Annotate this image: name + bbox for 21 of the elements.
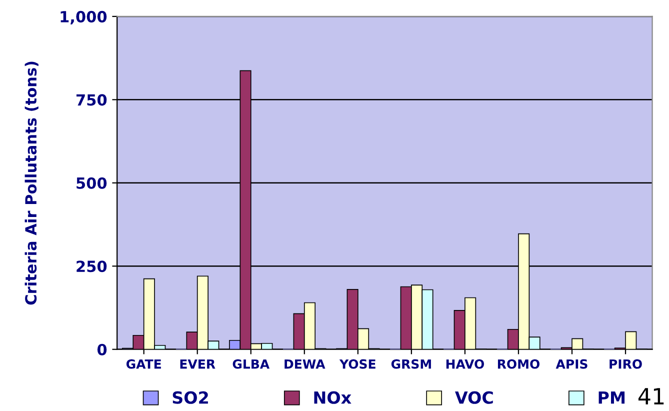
text: 41 — [638, 388, 664, 404]
y-tick-label: 1,000 — [60, 10, 107, 24]
x-tick-label: GATE — [126, 359, 161, 369]
x-tick-label: HAVO — [446, 359, 484, 369]
legend-label: PM — [598, 392, 625, 404]
x-tick-label: GLBA — [232, 359, 270, 369]
x-tick-label: GRSM — [391, 359, 431, 369]
y-tick-label: 500 — [76, 177, 107, 189]
x-tick-label: ROMO — [498, 359, 540, 369]
y-tick-label: 250 — [76, 260, 107, 272]
legend-label: SO2 — [172, 391, 208, 404]
y-axis-title: Criteria Air Pollutants (tons) — [24, 62, 38, 305]
x-tick-label: PIRO — [610, 359, 642, 369]
x-tick-label: DEWA — [284, 359, 326, 369]
x-tick-label: APIS — [556, 359, 588, 369]
legend-label: VOC — [455, 391, 493, 404]
x-tick-label: YOSE — [339, 359, 376, 369]
legend-label: NOx — [314, 391, 352, 404]
x-tick-label: EVER — [180, 359, 216, 369]
y-tick-label: 0 — [97, 344, 107, 356]
y-tick-label: 750 — [76, 94, 107, 106]
